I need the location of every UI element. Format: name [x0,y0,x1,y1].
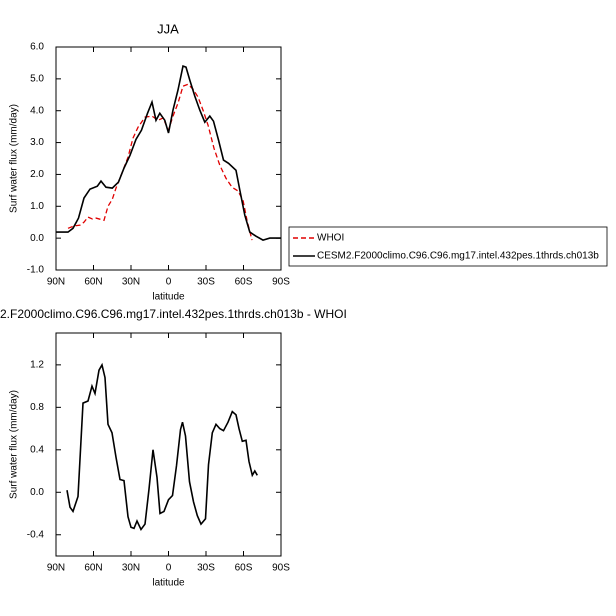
y-tick-label: 0.4 [30,444,44,455]
y-tick-label: 0.8 [30,402,44,413]
data-line [66,362,258,532]
x-tick-label: 30N [122,277,140,288]
y-tick-label: 1.2 [30,359,44,370]
x-tick-label: 0 [166,563,172,574]
x-tick-label: 90N [47,277,65,288]
y-axis-label: Surf water flux (mm/day) [9,104,20,213]
x-tick-label: 60N [84,563,102,574]
x-axis-label: latitude [152,578,185,589]
legend-label: CESM2.F2000climo.C96.C96.mg17.intel.432p… [317,251,599,262]
x-tick-label: 30N [122,563,140,574]
y-tick-label: 1.0 [30,201,44,212]
x-tick-label: 30S [197,563,215,574]
chart-title: JJA [157,21,179,36]
x-tick-label: 60S [235,277,253,288]
y-tick-label: 6.0 [30,42,44,53]
y-tick-label: 2.0 [30,169,44,180]
x-tick-label: 60N [84,277,102,288]
legend-box [288,226,608,267]
x-tick-label: 0 [166,277,172,288]
plot-frame [55,46,282,271]
y-tick-label: 5.0 [30,73,44,84]
data-line [56,65,281,241]
y-tick-label: 0.0 [30,487,44,498]
data-line [67,83,253,241]
y-tick-label: 4.0 [30,105,44,116]
x-tick-label: 90S [272,277,290,288]
y-tick-label: -1.0 [27,265,45,276]
y-axis-label: Surf water flux (mm/day) [9,390,20,499]
x-tick-label: 90S [272,563,290,574]
x-tick-label: 30S [197,277,215,288]
legend-label: WHOI [317,233,344,244]
y-tick-label: -0.4 [27,529,45,540]
y-tick-label: 3.0 [30,137,44,148]
x-axis-label: latitude [152,292,185,303]
x-tick-label: 90N [47,563,65,574]
chart-title: 2.F2000climo.C96.C96.mg17.intel.432pes.1… [0,307,347,321]
x-tick-label: 60S [235,563,253,574]
y-tick-label: 0.0 [30,233,44,244]
